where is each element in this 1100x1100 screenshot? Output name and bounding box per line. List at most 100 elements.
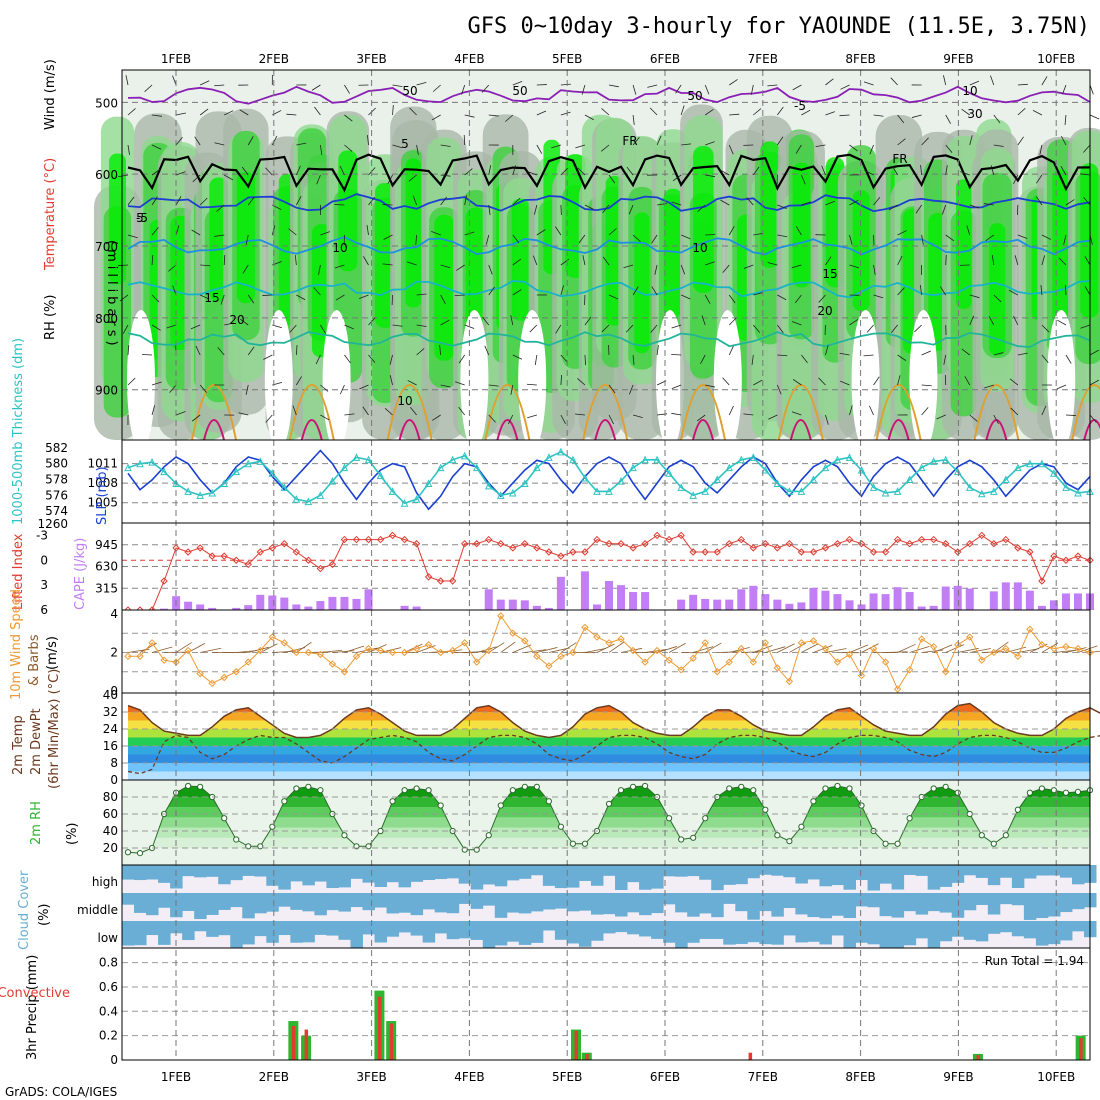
cloud-cell	[386, 921, 400, 937]
thickness-marker	[196, 491, 204, 499]
cape-bar	[941, 586, 950, 610]
wind-barb	[560, 285, 564, 296]
wind-barb	[216, 204, 225, 212]
thickness-marker	[1002, 475, 1010, 484]
li-marker	[917, 535, 926, 544]
wind-barb	[481, 84, 490, 93]
wind-speed-marker	[845, 650, 854, 659]
wind-speed-marker	[857, 671, 866, 680]
wind-barb	[151, 168, 161, 176]
li-marker	[328, 560, 337, 569]
thickness-marker	[893, 487, 902, 495]
li-tick: 3	[40, 578, 48, 592]
li-marker	[521, 540, 529, 548]
wind-barb	[510, 384, 514, 395]
thickness-marker	[989, 487, 998, 495]
thickness-marker	[857, 465, 866, 474]
thickness-marker	[977, 489, 986, 498]
cape-bar	[244, 605, 253, 610]
contour-label: 50	[402, 84, 417, 98]
wind-speed-marker	[653, 646, 661, 655]
wind-barb	[415, 234, 417, 245]
thickness-marker	[232, 467, 241, 476]
wind-barb	[961, 348, 970, 356]
wind-barb	[527, 414, 537, 419]
wind-barb	[316, 174, 321, 185]
cloud-cell	[699, 893, 712, 914]
thickness-marker	[521, 479, 529, 487]
wind-barb	[728, 294, 736, 304]
wind-barb	[777, 136, 784, 146]
wind-barb	[334, 204, 345, 206]
cloud-cell	[879, 893, 893, 917]
rh-dry-column	[127, 310, 155, 450]
cloud-cell	[386, 893, 400, 914]
thickness-marker	[617, 476, 625, 485]
cloud-cell	[831, 893, 844, 916]
temp-band	[128, 703, 1090, 712]
precip-convective-bar	[1079, 1038, 1083, 1060]
wind-barb	[601, 108, 610, 116]
wind-speed-marker	[689, 654, 697, 662]
wind-speed-marker	[497, 612, 505, 620]
li-marker	[436, 577, 445, 585]
cape-bar	[749, 585, 758, 610]
cloud-cell	[723, 865, 736, 885]
wind-speed-marker	[400, 648, 409, 657]
wind-speed-marker	[737, 644, 745, 653]
wind-speed-marker	[990, 648, 998, 657]
cloud-cell	[615, 865, 628, 891]
wind-barb	[839, 352, 850, 356]
wind-barb	[199, 80, 210, 86]
rh-contour-fill	[989, 223, 1006, 356]
wind-speed-marker	[869, 644, 878, 653]
contour-label: -5	[136, 211, 148, 225]
wind-barb	[873, 294, 884, 299]
wind-barb	[794, 294, 802, 304]
li-marker	[316, 564, 325, 573]
thickness-marker	[148, 458, 156, 466]
slp-tick: 1011	[87, 457, 118, 471]
precip-panel: 0 0.2 0.4 0.6 0.8 Run Total = 1.94 3hr Precip …	[0, 947, 1091, 1067]
thickness-marker	[929, 457, 938, 465]
rh-dry-column	[656, 310, 684, 450]
wind-barb	[897, 354, 907, 361]
cape-bar	[1073, 593, 1082, 610]
wind-speed-marker	[954, 641, 962, 649]
wind-barb	[463, 134, 466, 146]
wind-barb	[897, 114, 905, 124]
footer-credit: GrADS: COLA/IGES	[5, 1085, 117, 1099]
cape-bar	[508, 599, 517, 610]
thickness-marker	[1074, 488, 1082, 497]
cloud-cell	[759, 865, 772, 875]
wind-barb	[247, 196, 255, 206]
rh-marker	[569, 840, 577, 847]
wind-speed-marker	[1002, 644, 1010, 653]
wind-barb	[367, 135, 369, 146]
wind-speed-marker	[268, 633, 277, 641]
wind-barb	[320, 231, 330, 236]
wind-barb	[344, 144, 353, 152]
wind-barb	[555, 226, 562, 236]
li-marker	[196, 544, 204, 552]
wind-speed-marker	[292, 648, 301, 657]
wind-speed-marker	[966, 633, 974, 641]
wind-barb	[214, 142, 225, 146]
wind-barb	[412, 195, 417, 206]
cloud-cell	[398, 865, 412, 888]
wind-barb	[990, 165, 995, 176]
wind-barb	[722, 377, 730, 386]
cloud-cell	[603, 921, 616, 934]
thickness-marker	[1026, 459, 1034, 468]
wind-tick: 0	[110, 684, 118, 698]
temp-tick: 24	[103, 722, 118, 736]
wind-barb	[608, 228, 617, 236]
li-marker	[1002, 535, 1010, 544]
rh-dry-column	[713, 310, 742, 450]
wind-barb	[363, 256, 369, 266]
wind-speed-marker	[196, 669, 204, 678]
rh-marker	[185, 782, 192, 790]
millibars-label: (millibars)	[104, 240, 119, 350]
wind-barb	[239, 318, 249, 326]
wind-speed-marker	[701, 639, 709, 647]
